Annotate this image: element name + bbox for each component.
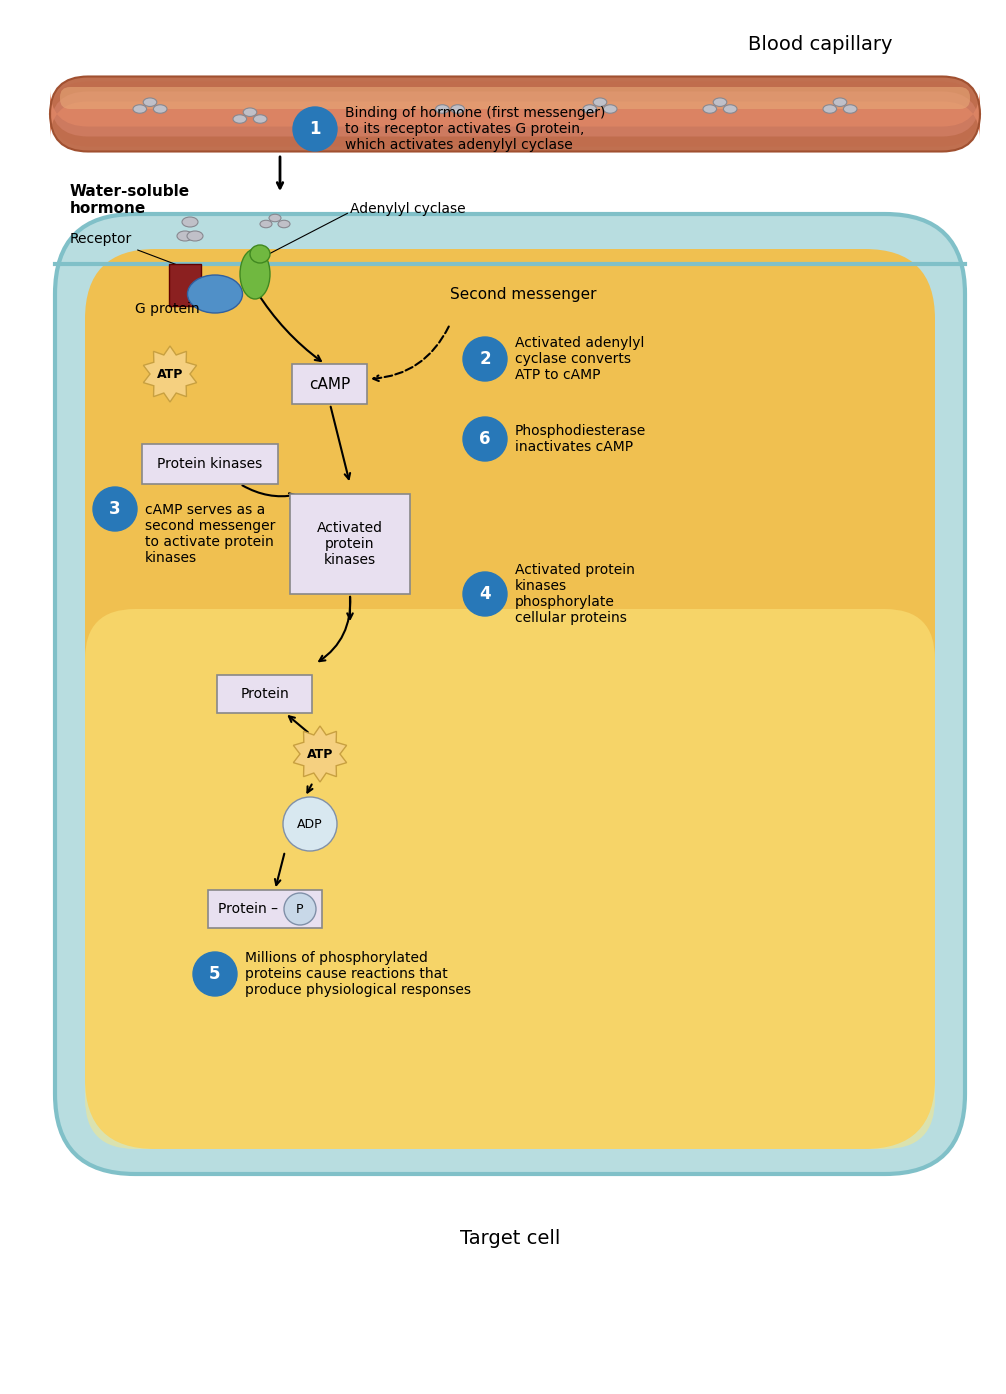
FancyBboxPatch shape: [290, 493, 410, 594]
Ellipse shape: [187, 231, 203, 241]
FancyBboxPatch shape: [85, 609, 935, 1149]
FancyBboxPatch shape: [50, 88, 980, 139]
Ellipse shape: [451, 105, 465, 113]
Text: Second messenger: Second messenger: [450, 287, 597, 301]
FancyBboxPatch shape: [50, 77, 980, 152]
Ellipse shape: [833, 98, 847, 106]
Text: Target cell: Target cell: [460, 1230, 560, 1249]
Circle shape: [283, 797, 337, 850]
Text: P: P: [296, 902, 304, 916]
FancyBboxPatch shape: [60, 86, 970, 109]
Circle shape: [284, 894, 316, 926]
Text: 5: 5: [209, 965, 220, 983]
FancyBboxPatch shape: [50, 92, 980, 137]
Ellipse shape: [723, 105, 737, 113]
Ellipse shape: [713, 98, 726, 106]
FancyBboxPatch shape: [293, 364, 367, 404]
Ellipse shape: [260, 220, 272, 227]
Text: Protein: Protein: [240, 687, 290, 701]
Text: Water-soluble
hormone: Water-soluble hormone: [70, 184, 190, 216]
Text: ADP: ADP: [297, 817, 323, 831]
Text: Protein kinases: Protein kinases: [157, 457, 263, 471]
Polygon shape: [294, 726, 347, 782]
FancyBboxPatch shape: [207, 889, 323, 928]
Circle shape: [193, 952, 237, 995]
Circle shape: [463, 337, 507, 381]
Ellipse shape: [269, 215, 281, 222]
Ellipse shape: [250, 245, 270, 263]
Text: cAMP serves as a
second messenger
to activate protein
kinases: cAMP serves as a second messenger to act…: [145, 503, 276, 566]
FancyBboxPatch shape: [143, 445, 278, 484]
FancyBboxPatch shape: [169, 263, 201, 307]
FancyBboxPatch shape: [55, 215, 965, 1174]
Text: G protein: G protein: [135, 302, 199, 316]
Text: 3: 3: [110, 500, 121, 519]
FancyBboxPatch shape: [50, 81, 980, 146]
Text: Protein –: Protein –: [218, 902, 283, 916]
Text: Millions of phosphorylated
proteins cause reactions that
produce physiological r: Millions of phosphorylated proteins caus…: [245, 951, 471, 997]
Ellipse shape: [823, 105, 837, 113]
Text: Binding of hormone (first messenger)
to its receptor activates G protein,
which : Binding of hormone (first messenger) to …: [345, 106, 606, 152]
Ellipse shape: [187, 275, 242, 314]
Ellipse shape: [594, 98, 607, 106]
Circle shape: [93, 487, 137, 531]
Ellipse shape: [182, 217, 198, 227]
Ellipse shape: [843, 105, 857, 113]
FancyBboxPatch shape: [217, 675, 313, 712]
Ellipse shape: [143, 98, 157, 106]
Ellipse shape: [240, 250, 270, 298]
Ellipse shape: [177, 231, 193, 241]
Circle shape: [463, 572, 507, 616]
Text: Activated
protein
kinases: Activated protein kinases: [317, 521, 383, 567]
Text: cAMP: cAMP: [310, 376, 351, 392]
Polygon shape: [144, 346, 196, 401]
Text: 2: 2: [479, 350, 491, 368]
Text: ATP: ATP: [157, 368, 183, 381]
Circle shape: [463, 417, 507, 461]
Ellipse shape: [604, 105, 617, 113]
Text: Activated adenylyl
cyclase converts
ATP to cAMP: Activated adenylyl cyclase converts ATP …: [515, 336, 645, 382]
Ellipse shape: [233, 114, 246, 123]
Ellipse shape: [133, 105, 147, 113]
Text: Activated protein
kinases
phosphorylate
cellular proteins: Activated protein kinases phosphorylate …: [515, 563, 635, 626]
Circle shape: [293, 107, 337, 151]
Ellipse shape: [254, 114, 267, 123]
Ellipse shape: [436, 105, 449, 113]
Ellipse shape: [153, 105, 167, 113]
Text: 6: 6: [479, 429, 491, 447]
Ellipse shape: [243, 107, 257, 117]
Text: Phosphodiesterase
inactivates cAMP: Phosphodiesterase inactivates cAMP: [515, 424, 646, 454]
Text: Adenylyl cyclase: Adenylyl cyclase: [350, 202, 466, 216]
Text: Blood capillary: Blood capillary: [747, 35, 892, 53]
Text: ATP: ATP: [307, 747, 333, 761]
Ellipse shape: [583, 105, 597, 113]
Ellipse shape: [278, 220, 290, 227]
Text: 1: 1: [309, 120, 321, 138]
FancyBboxPatch shape: [85, 250, 935, 1149]
Text: Receptor: Receptor: [70, 231, 132, 245]
Text: 4: 4: [479, 585, 491, 604]
Ellipse shape: [703, 105, 716, 113]
